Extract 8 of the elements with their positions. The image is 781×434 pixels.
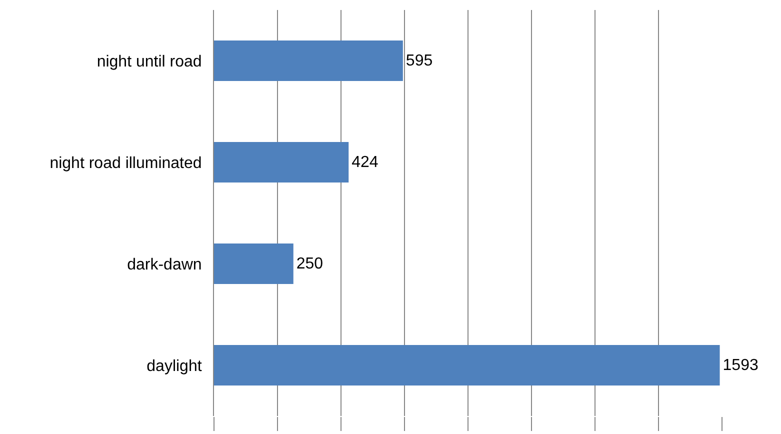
data-label: 424 bbox=[352, 154, 378, 171]
y-tick-label: night road illuminated bbox=[50, 154, 202, 172]
y-tick-label: dark-dawn bbox=[127, 256, 202, 274]
y-tick-label: night until road bbox=[96, 53, 202, 70]
data-label: 1593 bbox=[722, 356, 758, 374]
data-label: 250 bbox=[296, 255, 324, 272]
y-tick-label: daylight bbox=[146, 358, 202, 375]
data-label: 595 bbox=[406, 52, 433, 70]
